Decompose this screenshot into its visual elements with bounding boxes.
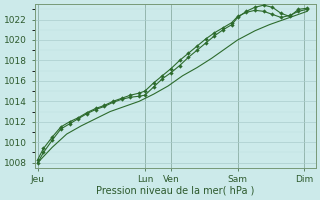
X-axis label: Pression niveau de la mer( hPa ): Pression niveau de la mer( hPa ): [96, 186, 254, 196]
